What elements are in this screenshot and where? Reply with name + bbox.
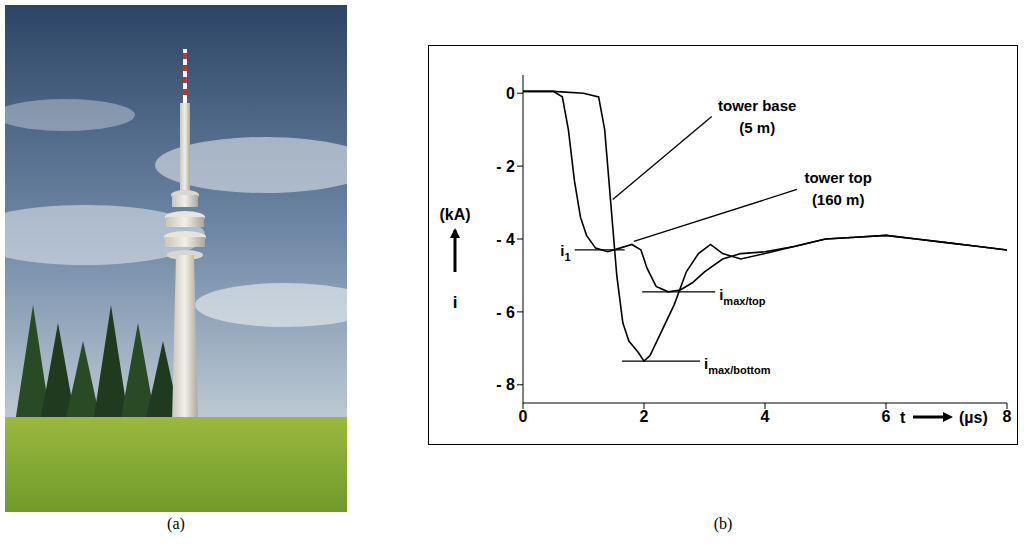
svg-text:imax/bottom: imax/bottom xyxy=(704,355,771,376)
svg-text:0: 0 xyxy=(519,408,528,425)
svg-text:2: 2 xyxy=(640,408,649,425)
svg-text:0: 0 xyxy=(506,85,515,102)
svg-text:i1: i1 xyxy=(560,242,570,263)
svg-text:- 4: - 4 xyxy=(496,231,515,248)
svg-text:tower top: tower top xyxy=(804,169,872,186)
svg-text:(160 m): (160 m) xyxy=(812,191,865,208)
svg-text:- 8: - 8 xyxy=(496,376,515,393)
svg-text:(kA): (kA) xyxy=(439,206,470,223)
html-text:(b): (b) xyxy=(713,515,733,532)
svg-text:(µs): (µs) xyxy=(959,409,988,426)
svg-text:(5 m): (5 m) xyxy=(739,119,775,136)
svg-text:4: 4 xyxy=(761,408,770,425)
svg-text:t: t xyxy=(900,409,906,426)
html-text:(a): (a) xyxy=(167,515,185,532)
svg-text:tower base: tower base xyxy=(718,97,796,114)
svg-text:6: 6 xyxy=(882,408,891,425)
svg-text:i: i xyxy=(453,293,458,312)
svg-text:- 2: - 2 xyxy=(496,158,515,175)
svg-text:- 6: - 6 xyxy=(496,304,515,321)
svg-text:imax/top: imax/top xyxy=(719,286,766,307)
svg-text:8: 8 xyxy=(1003,408,1012,425)
